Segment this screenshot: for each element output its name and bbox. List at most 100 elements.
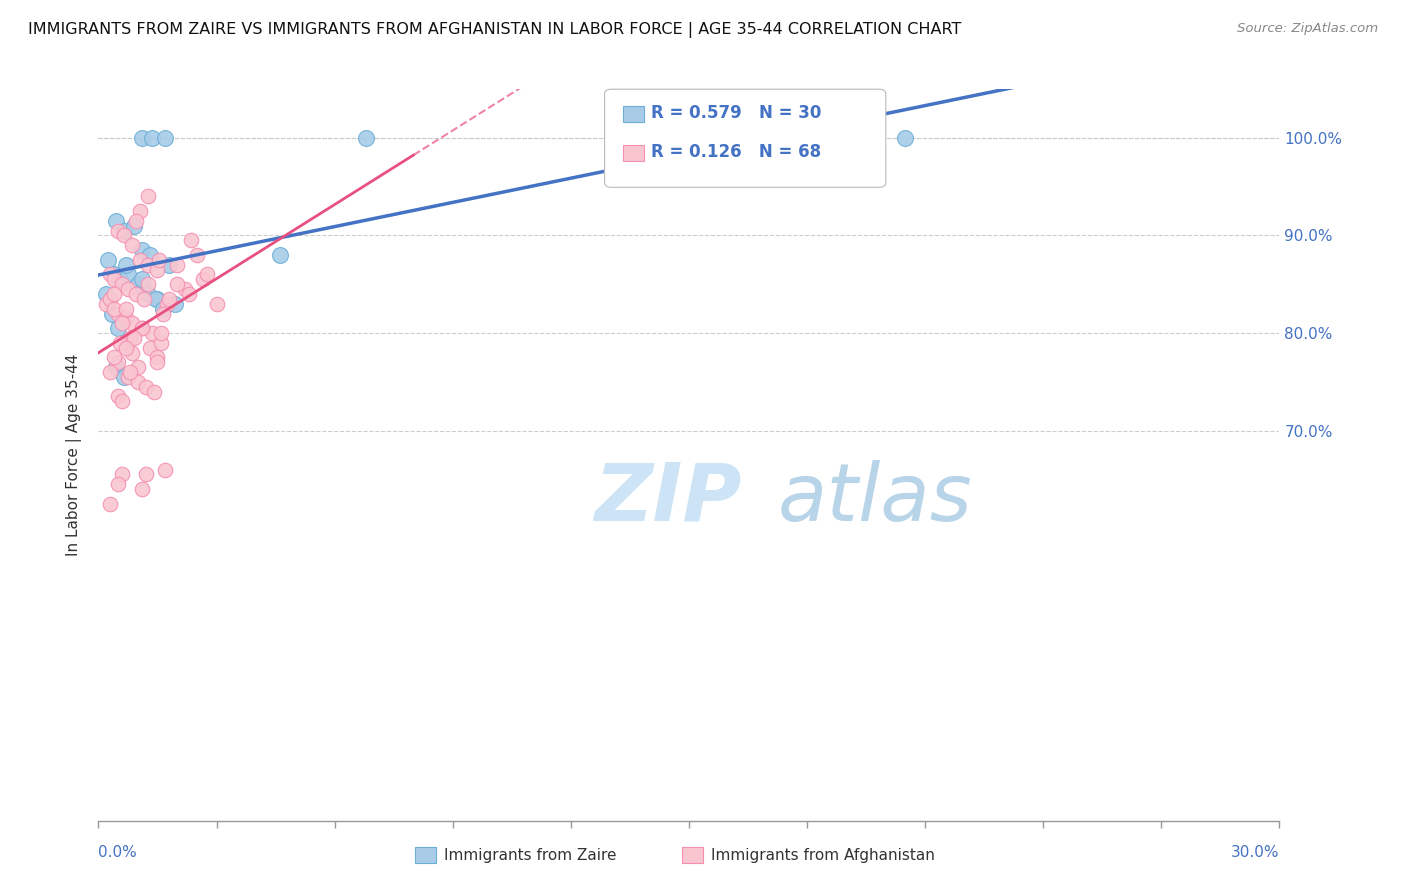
Point [121, 345, 143, 359]
Point [136, 287, 159, 301]
Point [105, 214, 128, 228]
Point [131, 272, 153, 286]
Point [97, 252, 120, 267]
Point [118, 331, 141, 345]
Text: Immigrants from Afghanistan: Immigrants from Afghanistan [711, 848, 935, 863]
Text: 30.0%: 30.0% [1232, 845, 1279, 860]
Point [96, 287, 118, 301]
Point [108, 272, 131, 286]
Point [152, 301, 174, 316]
Point [117, 282, 139, 296]
Point [98, 268, 121, 282]
Point [107, 321, 129, 335]
Point [205, 297, 228, 311]
Point [117, 370, 139, 384]
Point [135, 379, 157, 393]
Point [103, 301, 125, 316]
Point [131, 131, 153, 145]
Point [112, 224, 135, 238]
Point [121, 316, 143, 330]
Point [117, 268, 139, 282]
Point [107, 389, 129, 403]
Point [148, 252, 170, 267]
Text: ZIP: ZIP [595, 459, 742, 538]
Point [111, 394, 134, 409]
Point [155, 131, 177, 145]
Point [111, 467, 134, 482]
Point [107, 477, 129, 491]
Point [269, 248, 291, 262]
Point [150, 326, 173, 340]
Point [174, 282, 197, 296]
Point [98, 292, 121, 306]
Point [155, 462, 177, 476]
Point [118, 365, 141, 379]
Point [98, 365, 121, 379]
Point [157, 292, 180, 306]
Point [115, 341, 138, 355]
Point [121, 238, 143, 252]
Text: Source: ZipAtlas.com: Source: ZipAtlas.com [1237, 22, 1378, 36]
Point [131, 482, 153, 496]
Text: IMMIGRANTS FROM ZAIRE VS IMMIGRANTS FROM AFGHANISTAN IN LABOR FORCE | AGE 35-44 : IMMIGRANTS FROM ZAIRE VS IMMIGRANTS FROM… [28, 22, 962, 38]
Point [894, 131, 917, 145]
Point [157, 258, 180, 272]
Text: R = 0.126   N = 68: R = 0.126 N = 68 [651, 143, 821, 161]
Point [128, 252, 150, 267]
Point [156, 297, 179, 311]
Point [115, 311, 138, 326]
Point [131, 321, 153, 335]
Text: 0.0%: 0.0% [98, 845, 138, 860]
Point [96, 297, 118, 311]
Point [180, 233, 202, 247]
Point [138, 341, 160, 355]
Point [166, 277, 188, 292]
Point [105, 360, 128, 375]
Point [127, 360, 149, 375]
Text: Immigrants from Zaire: Immigrants from Zaire [444, 848, 617, 863]
Point [152, 306, 174, 320]
Text: R = 0.579   N = 30: R = 0.579 N = 30 [651, 104, 821, 122]
Point [115, 258, 138, 272]
Point [135, 467, 157, 482]
Point [127, 375, 149, 389]
Point [136, 189, 159, 203]
Point [115, 301, 138, 316]
Point [165, 297, 187, 311]
Point [146, 262, 169, 277]
Point [127, 277, 149, 292]
Point [166, 258, 188, 272]
Point [103, 268, 125, 282]
Point [195, 268, 218, 282]
Point [146, 355, 169, 369]
Point [107, 224, 129, 238]
Point [103, 272, 125, 286]
Point [141, 131, 163, 145]
Point [150, 335, 173, 350]
Point [177, 287, 200, 301]
Point [111, 316, 134, 330]
Point [125, 287, 148, 301]
Point [354, 131, 377, 145]
Point [107, 306, 129, 320]
Point [128, 204, 150, 219]
Point [131, 243, 153, 257]
Point [125, 214, 148, 228]
Point [141, 326, 163, 340]
Y-axis label: In Labor Force | Age 35-44: In Labor Force | Age 35-44 [66, 354, 83, 556]
Point [107, 355, 129, 369]
Point [186, 248, 208, 262]
Point [112, 228, 135, 243]
Point [138, 248, 160, 262]
Point [136, 258, 159, 272]
Point [145, 292, 167, 306]
Point [112, 370, 135, 384]
Point [146, 351, 169, 365]
Point [103, 287, 125, 301]
Point [101, 306, 124, 320]
Point [132, 282, 155, 296]
Text: atlas: atlas [778, 459, 973, 538]
Point [136, 277, 159, 292]
Point [146, 292, 169, 306]
Point [103, 351, 125, 365]
